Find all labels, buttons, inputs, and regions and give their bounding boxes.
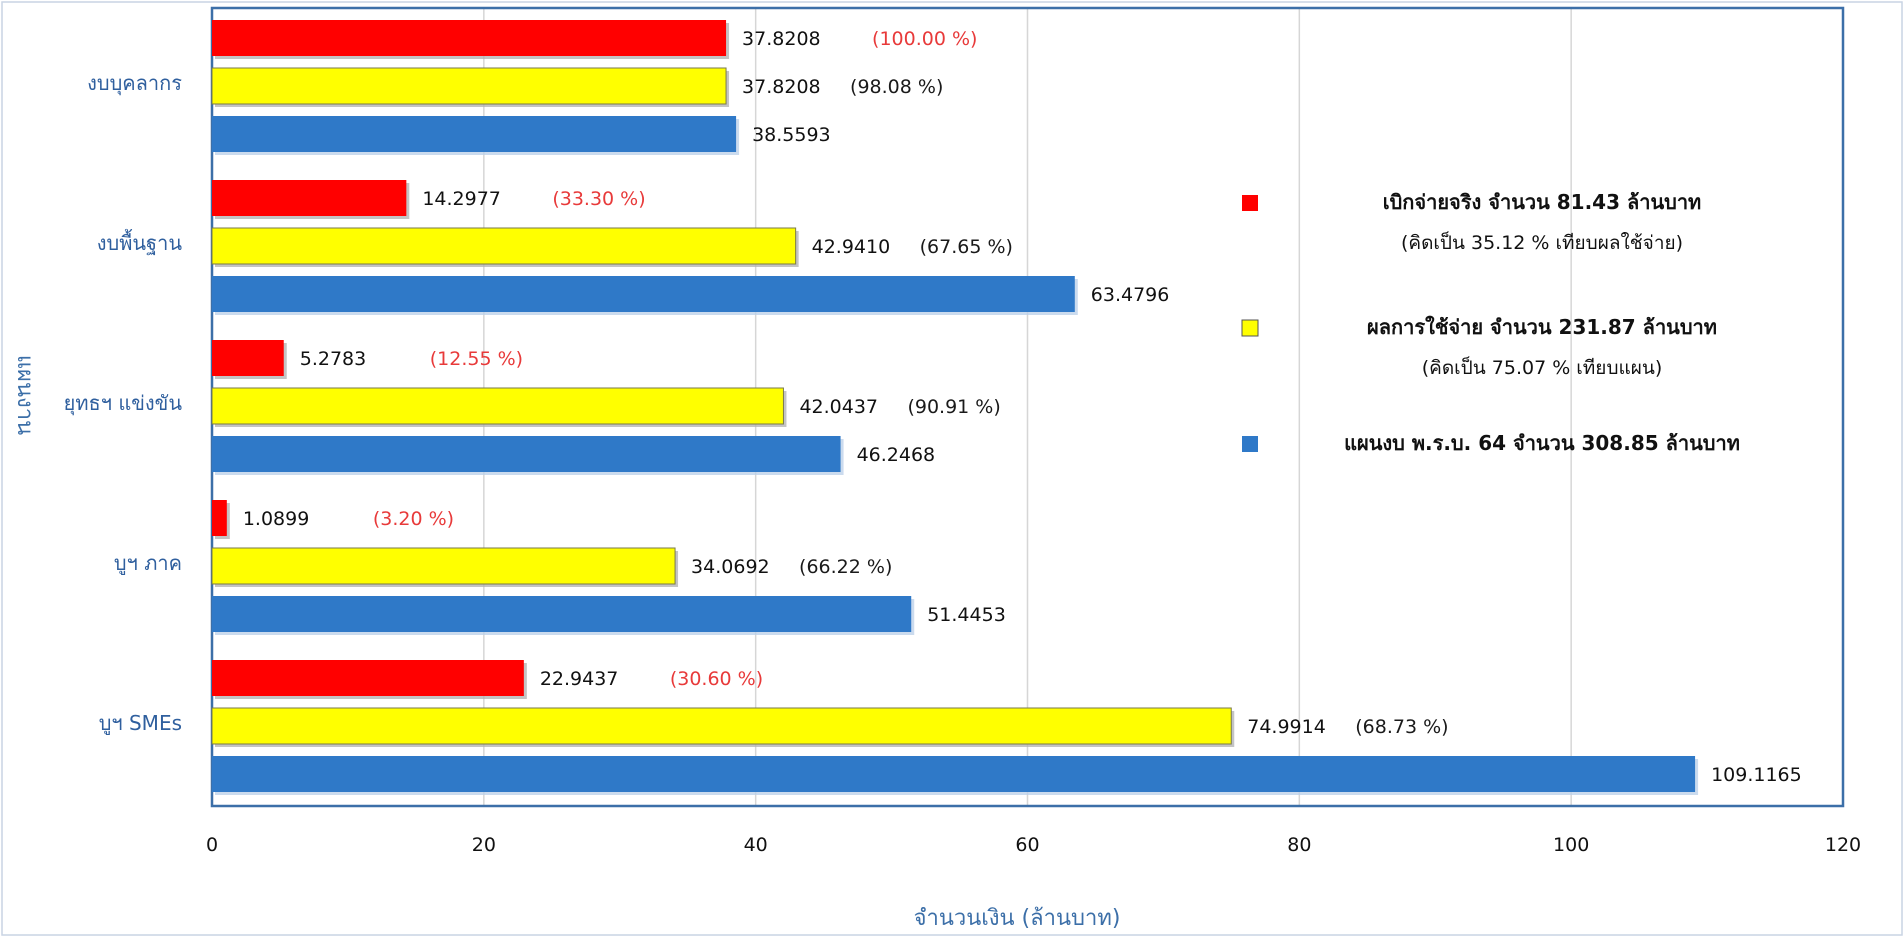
x-axis-title: จำนวนเงิน (ล้านบาท) <box>914 906 1121 931</box>
legend: เบิกจ่ายจริง จำนวน 81.43 ล้านบาท (คิดเป็น… <box>1241 190 1740 455</box>
bar-actual <box>212 20 727 56</box>
bar-value-label: 42.9410 <box>812 236 891 258</box>
bar-percent-label: (100.00 %) <box>872 28 977 50</box>
bar-plan <box>212 276 1075 312</box>
x-tick-label: 40 <box>744 834 768 856</box>
bar-percent-label: (68.73 %) <box>1355 716 1448 738</box>
bar-actual <box>212 660 524 696</box>
bar-percent-label: (90.91 %) <box>907 396 1000 418</box>
legend-label: เบิกจ่ายจริง จำนวน 81.43 ล้านบาท <box>1383 190 1701 214</box>
bar-spending <box>211 67 727 105</box>
bar-plan <box>212 596 912 632</box>
bar-value-label: 37.8208 <box>742 76 821 98</box>
category-label: บูฯ SMEs <box>99 711 182 736</box>
bar-plan <box>212 116 737 152</box>
bar-value-label: 63.4796 <box>1091 284 1170 306</box>
x-tick-label: 0 <box>206 834 218 856</box>
legend-label: แผนงบ พ.ร.บ. 64 จำนวน 308.85 ล้านบาท <box>1344 431 1740 455</box>
bar-value-label: 1.0899 <box>243 508 309 530</box>
x-tick-label: 60 <box>1015 834 1039 856</box>
x-tick-label: 120 <box>1825 834 1861 856</box>
bar-percent-label: (98.08 %) <box>850 76 943 98</box>
bar-plan <box>212 756 1696 792</box>
category-label: งบบุคลากร <box>87 71 182 96</box>
category-label: งบพื้นฐาน <box>97 229 183 255</box>
bar-actual <box>212 340 284 376</box>
bar-plan <box>212 436 841 472</box>
x-tick-labels: 0 20 40 60 80 100 120 <box>206 834 1861 856</box>
legend-label: ผลการใช้จ่าย จำนวน 231.87 ล้านบาท <box>1367 315 1717 339</box>
legend-sublabel: (คิดเป็น 75.07 % เทียบแผน) <box>1422 355 1663 379</box>
bar-value-label: 5.2783 <box>300 348 366 370</box>
bar-value-label: 37.8208 <box>742 28 821 50</box>
bar-spending <box>211 707 1232 745</box>
legend-sublabel: (คิดเป็น 35.12 % เทียบผลใช้จ่าย) <box>1401 230 1683 254</box>
bar-value-label: 51.4453 <box>927 604 1006 626</box>
legend-swatch-plan <box>1242 436 1258 452</box>
bar-value-label: 46.2468 <box>857 444 936 466</box>
x-tick-label: 100 <box>1553 834 1589 856</box>
bar-value-label: 42.0437 <box>799 396 878 418</box>
bar-percent-label: (3.20 %) <box>373 508 454 530</box>
x-tick-label: 80 <box>1287 834 1311 856</box>
bar-value-label: 14.2977 <box>422 188 501 210</box>
bar-value-label: 38.5593 <box>752 124 831 146</box>
bar-value-label: 109.1165 <box>1711 764 1802 786</box>
bar-percent-label: (30.60 %) <box>670 668 763 690</box>
bar-spending <box>211 547 676 585</box>
bar-percent-label: (67.65 %) <box>920 236 1013 258</box>
value-labels: 37.8208 (100.00 %) 37.8208 (98.08 %) 38.5593… <box>243 28 1802 786</box>
x-tick-label: 20 <box>472 834 496 856</box>
bar-spending <box>211 387 784 425</box>
bar-percent-label: (33.30 %) <box>552 188 645 210</box>
legend-swatch-actual <box>1242 195 1258 211</box>
category-label: บูฯ ภาค <box>114 551 182 576</box>
bar-actual <box>212 180 407 216</box>
bar-percent-label: (66.22 %) <box>799 556 892 578</box>
bar-value-label: 74.9914 <box>1247 716 1326 738</box>
bar-percent-label: (12.55 %) <box>430 348 523 370</box>
bars <box>211 20 1699 795</box>
legend-swatch-spending <box>1241 319 1259 337</box>
category-label: ยุทธฯ แข่งขัน <box>64 391 183 416</box>
bar-value-label: 22.9437 <box>540 668 619 690</box>
bar-value-label: 34.0692 <box>691 556 770 578</box>
bar-actual <box>212 500 227 536</box>
bar-spending <box>211 227 797 265</box>
y-axis-title: แผนงาน <box>12 355 37 435</box>
